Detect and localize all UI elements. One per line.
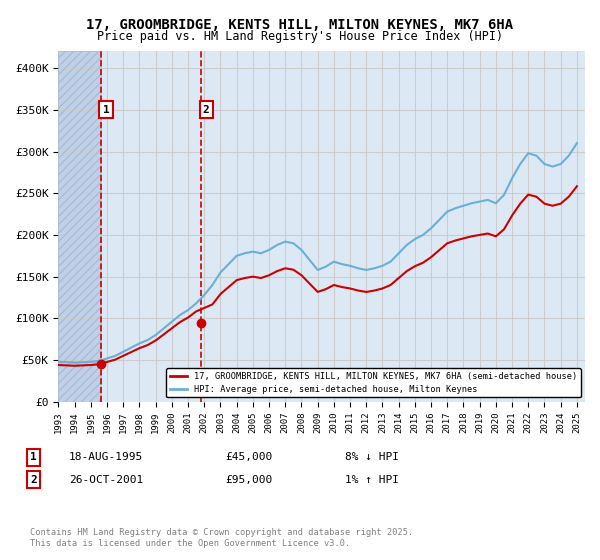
- Text: 26-OCT-2001: 26-OCT-2001: [69, 475, 143, 485]
- Text: £45,000: £45,000: [225, 452, 272, 463]
- Text: 18-AUG-1995: 18-AUG-1995: [69, 452, 143, 463]
- Text: £95,000: £95,000: [225, 475, 272, 485]
- Text: Contains HM Land Registry data © Crown copyright and database right 2025.
This d: Contains HM Land Registry data © Crown c…: [30, 528, 413, 548]
- Legend: 17, GROOMBRIDGE, KENTS HILL, MILTON KEYNES, MK7 6HA (semi-detached house), HPI: : 17, GROOMBRIDGE, KENTS HILL, MILTON KEYN…: [166, 368, 581, 398]
- Text: 17, GROOMBRIDGE, KENTS HILL, MILTON KEYNES, MK7 6HA: 17, GROOMBRIDGE, KENTS HILL, MILTON KEYN…: [86, 18, 514, 32]
- Text: 2: 2: [203, 105, 209, 115]
- Text: 1% ↑ HPI: 1% ↑ HPI: [345, 475, 399, 485]
- Bar: [58, 52, 101, 402]
- Text: Price paid vs. HM Land Registry's House Price Index (HPI): Price paid vs. HM Land Registry's House …: [97, 30, 503, 43]
- Bar: [58, 52, 101, 402]
- Text: 1: 1: [103, 105, 109, 115]
- Text: 2: 2: [30, 475, 37, 485]
- Text: 1: 1: [30, 452, 37, 463]
- Text: 8% ↓ HPI: 8% ↓ HPI: [345, 452, 399, 463]
